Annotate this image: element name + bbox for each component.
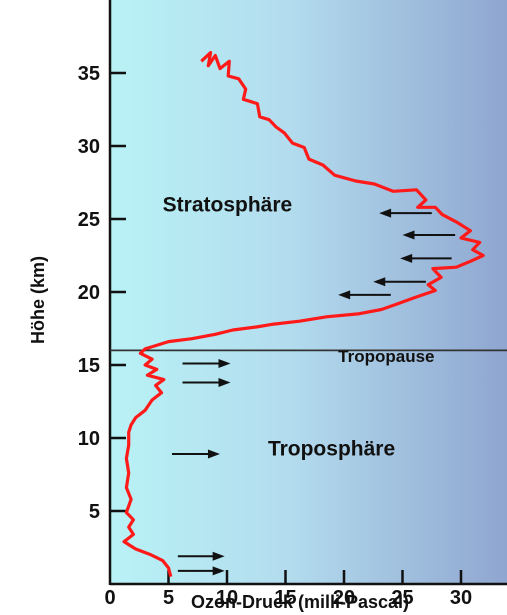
x-tick-label: 0 — [104, 587, 115, 609]
flow-arrow — [172, 449, 220, 459]
tropopause-label: Tropopause — [338, 347, 434, 366]
y-tick-label: 5 — [89, 501, 100, 523]
flow-arrow — [402, 230, 456, 240]
flow-arrow — [182, 359, 231, 369]
plot-background — [110, 0, 507, 585]
flow-arrow — [338, 290, 391, 300]
flow-arrow — [373, 277, 426, 287]
y-tick-label: 10 — [78, 428, 100, 450]
x-tick-label: 5 — [163, 587, 174, 609]
flow-arrow — [177, 566, 225, 576]
troposphere-label: Troposphäre — [268, 438, 395, 461]
flow-arrow — [182, 378, 231, 388]
x-tick-label: 15 — [274, 587, 296, 609]
x-tick-label: 20 — [333, 587, 355, 609]
ozone-profile-line — [122, 50, 485, 578]
x-tick-label: 10 — [216, 587, 238, 609]
y-tick-label: 30 — [78, 136, 100, 158]
x-tick-label: 30 — [450, 587, 472, 609]
stratosphere-label: Stratosphäre — [163, 194, 293, 217]
y-tick-label: 20 — [78, 282, 100, 304]
y-axis-title: Höhe (km) — [28, 256, 48, 344]
y-tick-label: 25 — [78, 209, 100, 231]
flow-arrow — [177, 551, 225, 561]
y-tick-label: 15 — [78, 355, 100, 377]
y-tick-label: 35 — [78, 63, 100, 85]
x-tick-label: 25 — [391, 587, 413, 609]
x-axis-title: Ozon-Druck (milli-Pascal) — [191, 592, 409, 612]
flow-arrow — [400, 253, 452, 263]
flow-arrow — [379, 208, 432, 218]
